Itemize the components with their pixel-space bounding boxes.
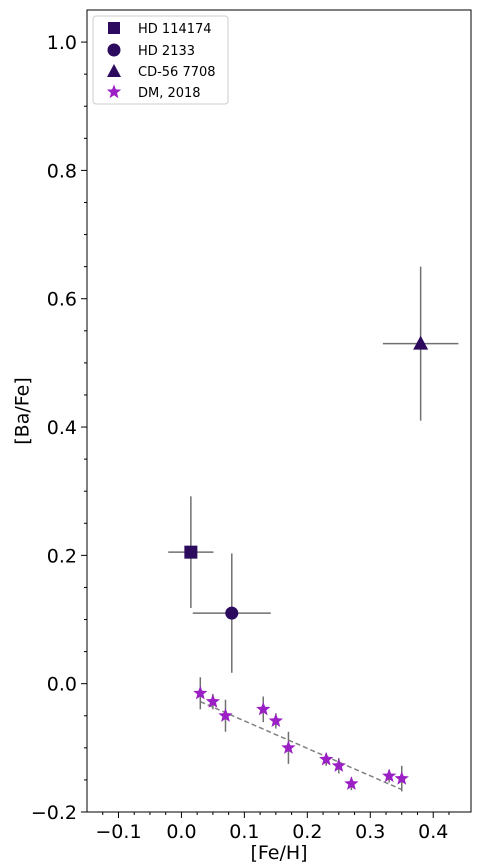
y-tick-label: 0.4 bbox=[47, 417, 77, 439]
x-tick-label: 0.1 bbox=[229, 821, 259, 843]
star-marker bbox=[394, 771, 409, 785]
legend: HD 114174 HD 2133 CD-56 7708 DM, 2018 bbox=[92, 15, 229, 105]
x-tick-label: 0.3 bbox=[355, 821, 385, 843]
x-axis-label: [Fe/H] bbox=[250, 842, 307, 864]
star-marker bbox=[382, 768, 397, 783]
legend-label-cd567708: CD-56 7708 bbox=[138, 65, 216, 80]
error-bars bbox=[168, 266, 459, 792]
triangle-marker bbox=[413, 335, 429, 350]
fit-line-layer bbox=[200, 700, 403, 791]
circle-marker bbox=[225, 606, 239, 620]
legend-label-dm2018: DM, 2018 bbox=[138, 86, 201, 101]
legend-label-hd2133: HD 2133 bbox=[138, 44, 195, 59]
y-tick-label: 0.6 bbox=[47, 289, 77, 311]
y-tick-label: −0.2 bbox=[31, 802, 77, 824]
axis-ticks: −0.1 0.0 0.1 0.2 0.3 0.4 −0.2 0.0 0.2 0.4 0.6 0.8 1.… bbox=[31, 32, 450, 843]
star-marker bbox=[344, 776, 359, 790]
legend-square-icon bbox=[108, 22, 120, 34]
x-tick-label: 0.4 bbox=[418, 821, 448, 843]
legend-circle-icon bbox=[107, 43, 121, 57]
legend-triangle-icon bbox=[107, 64, 121, 77]
star-marker bbox=[281, 740, 296, 754]
x-tick-label: −0.1 bbox=[95, 821, 141, 843]
star-marker bbox=[205, 694, 221, 708]
fit-line bbox=[200, 700, 403, 791]
y-tick-label: 0.8 bbox=[47, 160, 77, 182]
legend-box bbox=[92, 15, 229, 105]
star-marker bbox=[193, 685, 208, 700]
legend-star-icon bbox=[106, 84, 122, 99]
plot-frame bbox=[86, 9, 472, 813]
legend-label-hd114174: HD 114174 bbox=[138, 22, 212, 37]
star-marker bbox=[268, 713, 283, 727]
star-marker bbox=[319, 751, 334, 766]
y-tick-label: 1.0 bbox=[47, 32, 77, 54]
y-tick-label: 0.0 bbox=[47, 674, 77, 696]
x-tick-label: 0.2 bbox=[292, 821, 322, 843]
y-tick-label: 0.2 bbox=[47, 545, 77, 567]
square-marker bbox=[184, 545, 198, 559]
data-points bbox=[184, 335, 429, 790]
x-tick-label: 0.0 bbox=[166, 821, 196, 843]
star-marker bbox=[256, 701, 271, 716]
star-marker bbox=[218, 708, 233, 722]
y-axis-label: [Ba/Fe] bbox=[12, 377, 34, 444]
star-marker bbox=[331, 758, 346, 772]
